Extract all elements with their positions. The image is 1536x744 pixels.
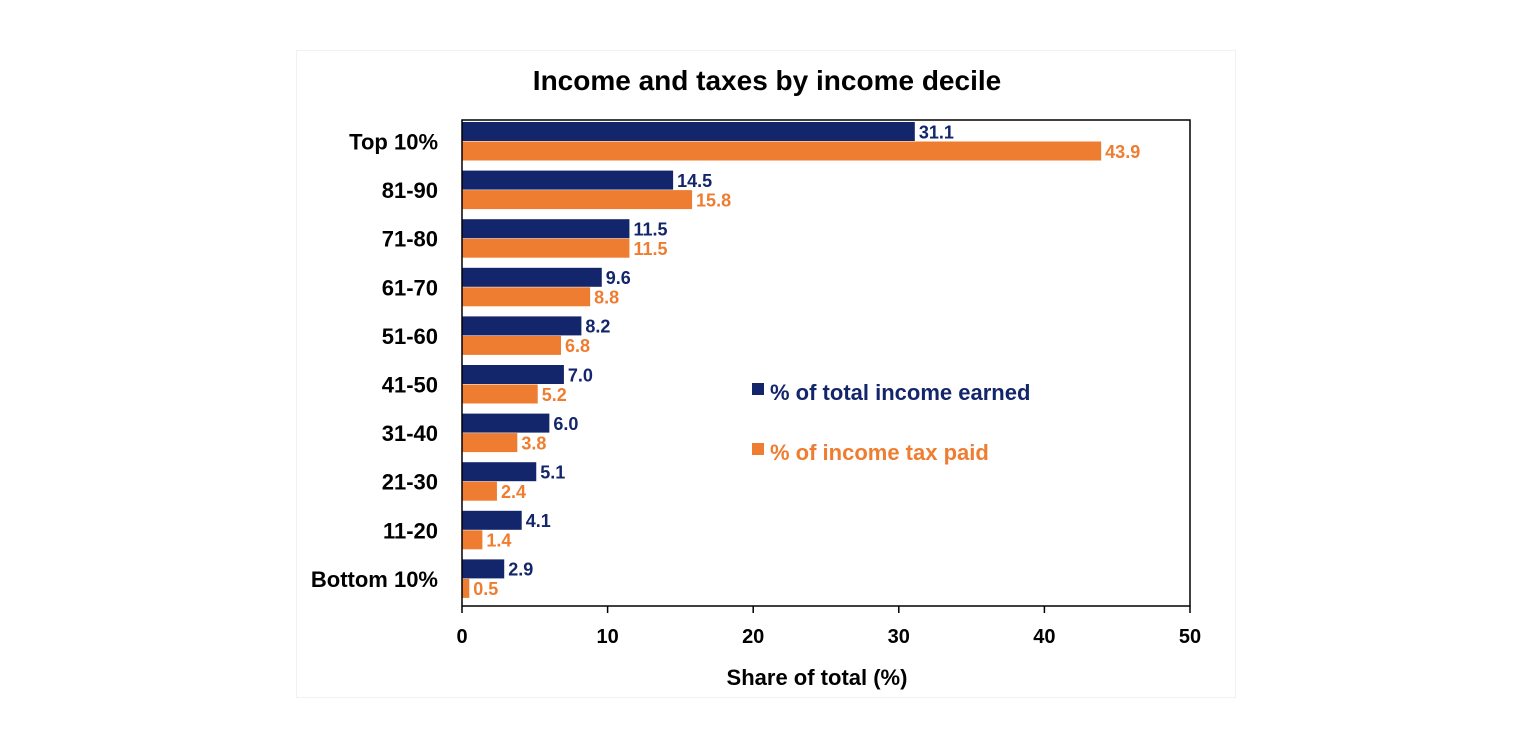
data-label-tax-9: 0.5: [473, 579, 498, 599]
category-label-7: 21-30: [382, 470, 438, 495]
legend: % of total income earned % of income tax …: [752, 380, 1030, 465]
legend-label-tax: % of income tax paid: [770, 440, 989, 465]
category-label-9: Bottom 10%: [311, 567, 438, 592]
data-label-income-1: 14.5: [677, 171, 712, 191]
x-axis: 0 10 20 30 40 50: [456, 606, 1201, 648]
bar-tax-7: [462, 481, 497, 501]
chart-card: Income and taxes by income decile 31.1 43…: [296, 50, 1236, 698]
x-tick-label-0: 0: [456, 626, 467, 648]
bar-tax-2: [462, 238, 630, 258]
bar-tax-0: [462, 141, 1102, 161]
category-label-4: 51-60: [382, 324, 438, 349]
bar-income-6: [462, 413, 550, 433]
chart-title: Income and taxes by income decile: [533, 65, 1001, 96]
category-label-8: 11-20: [383, 518, 438, 543]
data-label-income-8: 4.1: [526, 511, 551, 531]
data-label-tax-5: 5.2: [542, 385, 567, 405]
x-tick-label-2: 20: [742, 626, 764, 648]
data-label-income-4: 8.2: [585, 317, 610, 337]
bar-tax-8: [462, 530, 483, 550]
bar-income-1: [462, 170, 674, 190]
data-label-income-6: 6.0: [553, 414, 578, 434]
x-tick-label-3: 30: [888, 626, 910, 648]
bar-income-5: [462, 365, 564, 384]
bars-layer: 31.143.914.515.811.511.59.68.88.26.87.05…: [462, 122, 1140, 599]
data-label-income-3: 9.6: [606, 268, 631, 288]
legend-swatch-tax: [752, 443, 764, 455]
y-axis: Top 10% 81-90 71-80 61-70 51-60 41-50 31-40 21-…: [311, 130, 438, 592]
category-label-3: 61-70: [382, 275, 438, 300]
data-label-income-2: 11.5: [633, 219, 667, 239]
data-label-income-9: 2.9: [508, 560, 533, 580]
bar-income-7: [462, 462, 537, 482]
x-tick-label-5: 50: [1179, 626, 1201, 648]
bar-tax-4: [462, 335, 562, 355]
data-label-tax-0: 43.9: [1105, 142, 1140, 162]
x-tick-label-1: 10: [596, 626, 618, 648]
category-label-5: 41-50: [382, 373, 438, 398]
category-label-1: 81-90: [382, 178, 438, 203]
category-label-6: 31-40: [382, 421, 438, 446]
data-label-tax-2: 11.5: [633, 239, 667, 259]
bar-tax-1: [462, 190, 693, 210]
data-label-tax-8: 1.4: [486, 531, 511, 551]
category-label-0: Top 10%: [349, 130, 438, 155]
bar-income-0: [462, 122, 915, 141]
bar-income-3: [462, 267, 602, 287]
x-tick-label-4: 40: [1033, 626, 1055, 648]
bar-tax-5: [462, 384, 538, 404]
data-label-income-0: 31.1: [919, 122, 954, 142]
bar-income-8: [462, 510, 522, 530]
bar-tax-6: [462, 433, 518, 453]
data-label-tax-4: 6.8: [565, 336, 590, 356]
legend-swatch-income: [752, 383, 764, 395]
bar-income-2: [462, 219, 630, 239]
bar-income-9: [462, 559, 505, 579]
data-label-tax-1: 15.8: [696, 190, 731, 210]
category-label-2: 71-80: [382, 227, 438, 252]
data-label-income-7: 5.1: [540, 462, 565, 482]
bar-chart: Income and taxes by income decile 31.1 43…: [311, 65, 1201, 690]
data-label-tax-7: 2.4: [501, 482, 526, 502]
plot-frame: [461, 119, 1191, 607]
data-label-income-5: 7.0: [568, 365, 593, 385]
data-label-tax-3: 8.8: [594, 288, 619, 308]
data-label-tax-6: 3.8: [521, 433, 546, 453]
bar-tax-3: [462, 287, 591, 307]
x-axis-label: Share of total (%): [727, 665, 908, 690]
bar-tax-9: [462, 578, 470, 598]
legend-label-income: % of total income earned: [770, 380, 1030, 405]
bar-income-4: [462, 316, 582, 336]
